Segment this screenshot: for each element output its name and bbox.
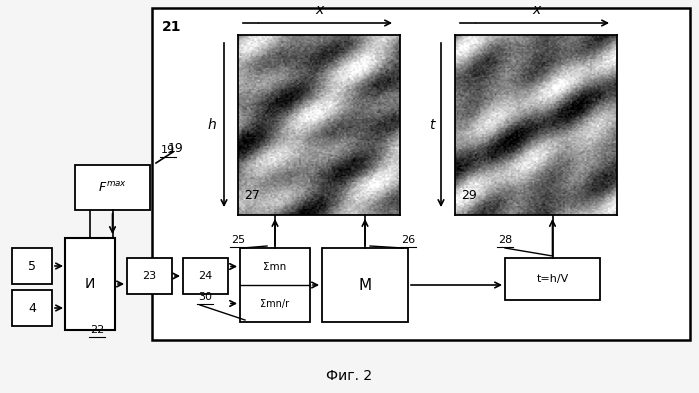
Text: 25: 25 [231,235,245,245]
Text: 28: 28 [498,235,512,245]
Bar [127,258,172,294]
Bar [75,165,150,210]
Text: Σmn: Σmn [264,261,287,272]
Text: Фиг. 2: Фиг. 2 [326,369,373,383]
Text: 5: 5 [28,259,36,272]
Text: И: И [85,277,95,291]
Bar [505,258,600,300]
Text: x: x [315,3,323,17]
Text: 24: 24 [199,271,212,281]
Bar [12,290,52,326]
Text: 26: 26 [401,235,415,245]
Text: 19: 19 [168,142,184,155]
Text: t: t [429,118,435,132]
Text: 23: 23 [143,271,157,281]
Bar [12,248,52,284]
Text: 30: 30 [198,292,212,302]
Text: x: x [532,3,540,17]
Text: M: M [359,277,372,292]
Bar [322,248,408,322]
Bar [240,248,310,322]
Text: 19: 19 [161,145,175,155]
Text: Σmn/r: Σmn/r [261,299,289,309]
Text: $F^{max}$: $F^{max}$ [98,180,127,195]
Text: t=h/V: t=h/V [536,274,568,284]
Bar [152,8,690,340]
Bar [65,238,115,330]
Text: 22: 22 [90,325,104,335]
Text: 4: 4 [28,301,36,314]
Text: h: h [207,118,216,132]
Text: 21: 21 [162,20,182,34]
Bar [183,258,228,294]
